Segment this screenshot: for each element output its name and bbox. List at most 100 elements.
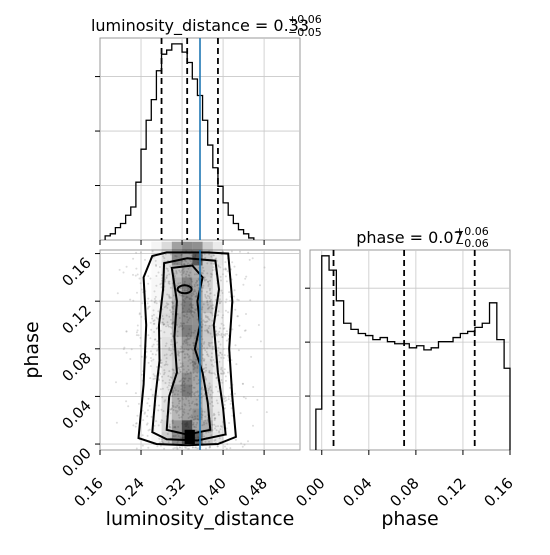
joint-scatter-point xyxy=(203,410,206,413)
joint-scatter-point xyxy=(204,349,207,352)
joint-scatter-point xyxy=(218,360,221,363)
joint-scatter-point xyxy=(190,416,193,419)
joint-scatter-point xyxy=(196,348,199,350)
joint-scatter-point xyxy=(149,377,152,380)
joint-scatter-point xyxy=(149,337,152,340)
joint-scatter-point xyxy=(167,282,170,285)
joint-scatter-point xyxy=(169,412,172,415)
joint-scatter-point xyxy=(219,275,222,278)
joint-scatter-point xyxy=(173,275,176,278)
joint-scatter-point xyxy=(159,444,162,447)
joint-scatter-point xyxy=(201,386,204,389)
joint-scatter-point xyxy=(191,280,194,283)
joint-scatter-point xyxy=(151,315,154,317)
joint-scatter-point xyxy=(208,440,210,443)
joint-scatter-point xyxy=(200,396,203,399)
joint-scatter-point xyxy=(181,347,183,350)
joint-scatter-panel: 0.16 0.24 0.32 0.40 0.480.000.040.080.120.16 xyxy=(58,241,301,510)
joint-scatter-point xyxy=(187,319,190,321)
joint-scatter-point xyxy=(193,288,196,291)
joint-scatter-point xyxy=(220,300,223,303)
joint-scatter-point xyxy=(235,273,238,276)
joint-scatter-point xyxy=(176,393,179,396)
joint-scatter-point xyxy=(225,447,228,450)
joint-scatter-point xyxy=(177,425,180,428)
joint-scatter-point xyxy=(167,441,170,444)
joint-scatter-point xyxy=(209,311,212,314)
joint-scatter-point xyxy=(210,356,213,359)
joint-scatter-point xyxy=(208,295,211,298)
joint-scatter-point xyxy=(217,310,220,313)
joint-scatter-point xyxy=(193,311,196,314)
joint-scatter-point xyxy=(142,419,145,422)
joint-scatter-point xyxy=(247,440,249,443)
joint-scatter-point xyxy=(181,407,183,410)
joint-density-cell xyxy=(182,241,193,254)
joint-scatter-point xyxy=(136,291,138,294)
joint-scatter-point xyxy=(257,324,260,326)
joint-scatter-point xyxy=(168,315,171,318)
joint-scatter-point xyxy=(265,411,268,414)
joint-scatter-point xyxy=(217,411,220,414)
joint-scatter-point xyxy=(192,418,195,421)
joint-scatter-point xyxy=(212,304,214,307)
joint-scatter-point xyxy=(237,349,240,352)
joint-scatter-point xyxy=(182,267,185,270)
joint-density-cell xyxy=(182,301,193,314)
joint-scatter-point xyxy=(183,378,186,380)
joint-density-cell xyxy=(161,408,172,421)
joint-scatter-point xyxy=(189,415,192,418)
joint-scatter-point xyxy=(168,349,171,351)
joint-scatter-point xyxy=(191,298,194,301)
joint-scatter-point xyxy=(154,377,157,380)
joint-scatter-point xyxy=(249,299,252,302)
joint-scatter-point xyxy=(151,317,154,320)
joint-scatter-point xyxy=(223,400,226,403)
joint-scatter-point xyxy=(186,353,189,355)
joint-scatter-point xyxy=(252,424,254,427)
joint-scatter-point xyxy=(234,438,237,441)
joint-density-cell xyxy=(202,420,213,433)
joint-scatter-point xyxy=(129,358,132,360)
joint-scatter-point xyxy=(147,297,150,300)
joint-scatter-point xyxy=(195,403,198,405)
joint-scatter-point xyxy=(161,375,163,378)
joint-scatter-point xyxy=(183,263,185,266)
joint-scatter-point xyxy=(212,365,215,368)
joint-scatter-point xyxy=(196,390,199,393)
joint-density-cell xyxy=(171,241,183,254)
joint-scatter-point xyxy=(191,416,194,419)
joint-scatter-point xyxy=(194,415,196,418)
joint-scatter-point xyxy=(169,265,172,268)
joint-scatter-point xyxy=(164,399,167,402)
joint-scatter-point xyxy=(150,328,153,331)
joint-scatter-point xyxy=(214,425,217,428)
joint-scatter-point xyxy=(172,391,175,394)
joint-scatter-point xyxy=(116,292,119,295)
joint-density-cell xyxy=(192,372,203,385)
joint-scatter-point xyxy=(184,259,186,262)
joint-scatter-point xyxy=(204,321,207,324)
joint-scatter-point xyxy=(181,381,184,384)
joint-scatter-point xyxy=(125,400,128,403)
joint-density-cell xyxy=(182,325,193,337)
joint-scatter-point xyxy=(210,255,213,258)
joint-scatter-point xyxy=(200,325,203,328)
joint-scatter-point xyxy=(182,410,185,413)
joint-scatter-point xyxy=(228,291,231,294)
joint-scatter-point xyxy=(206,418,209,421)
joint-scatter-point xyxy=(174,425,177,428)
joint-scatter-point xyxy=(146,307,149,310)
joint-scatter-point xyxy=(256,398,259,401)
joint-scatter-point xyxy=(178,269,181,272)
joint-scatter-point xyxy=(181,383,184,385)
joint-scatter-point xyxy=(259,340,262,343)
joint-scatter-point xyxy=(184,338,187,341)
joint-scatter-point xyxy=(195,446,197,449)
joint-scatter-point xyxy=(169,286,172,289)
joint-scatter-point xyxy=(193,426,196,428)
joint-scatter-point xyxy=(182,272,185,274)
joint-scatter-point xyxy=(194,410,197,412)
joint-scatter-point xyxy=(201,414,204,417)
joint-scatter-point xyxy=(225,339,228,342)
